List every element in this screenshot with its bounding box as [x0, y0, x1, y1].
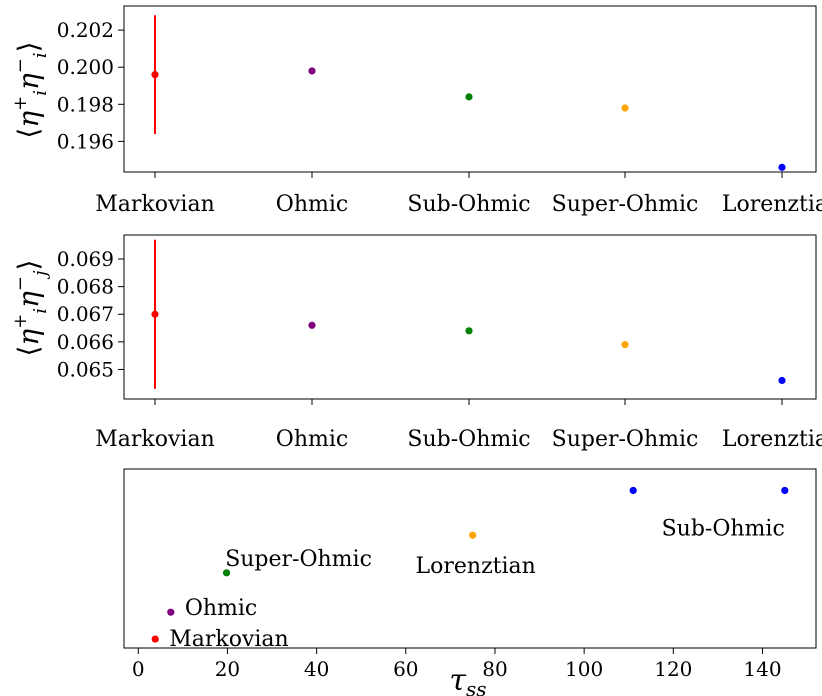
data-point: [151, 635, 159, 643]
data-point: [781, 486, 789, 495]
data-point: [778, 376, 786, 385]
x-tick-label: 120: [654, 657, 692, 681]
x-tick-label: 60: [393, 657, 418, 681]
x-tick-label: 20: [215, 657, 240, 681]
data-point: [621, 104, 629, 112]
y-tick-label: 0.198: [57, 92, 114, 116]
data-point: [778, 163, 786, 171]
y-tick-label: 0.202: [57, 18, 114, 42]
x-tick-label: Super-Ohmic: [552, 192, 699, 217]
y-axis-label: ⟨η+iη−i⟩: [10, 41, 51, 138]
y-tick-label: 0.069: [57, 247, 114, 271]
data-point: [308, 67, 316, 75]
point-annotation: Ohmic: [185, 596, 257, 621]
point-annotation: Sub-Ohmic: [662, 516, 785, 541]
data-point: [308, 321, 316, 329]
x-tick-label: Markovian: [95, 192, 215, 217]
data-point: [465, 93, 473, 101]
point-annotation: Super-Ohmic: [225, 547, 372, 572]
x-tick-label: 140: [743, 657, 781, 681]
y-tick-label: 0.200: [57, 55, 114, 79]
y-tick-label: 0.066: [57, 330, 114, 354]
x-tick-label: Sub-Ohmic: [407, 192, 530, 217]
x-tick-label: 40: [304, 657, 329, 681]
data-point: [222, 569, 231, 577]
y-axis-label: ⟨η+iη−j⟩: [10, 260, 51, 357]
panel-1: 0.196 0.198 0.200 0.202 Markovian Ohmic Sub-Oh…: [10, 5, 822, 217]
y-tick-label: 0.065: [57, 357, 114, 381]
panel-2: 0.065 0.066 0.067 0.068 0.069 Markovian Ohmic S…: [10, 234, 822, 452]
data-point: [151, 310, 159, 318]
x-tick-label: Ohmic: [276, 192, 348, 217]
data-point: [465, 327, 473, 335]
x-axis-label: τss: [449, 663, 486, 696]
y-tick-label: 0.067: [57, 302, 114, 326]
plot-frame: [123, 468, 817, 649]
y-tick-label: 0.196: [57, 129, 114, 153]
panel-3: 0 20 40 60 80 100 120 140 Markovian Ohmic Super-Oh…: [123, 468, 817, 696]
data-point: [621, 341, 629, 349]
point-annotation: Lorenztian: [416, 554, 536, 579]
x-tick-label: Ohmic: [276, 427, 348, 452]
x-tick-label: Sub-Ohmic: [407, 427, 530, 452]
x-tick-label: 0: [132, 657, 145, 681]
data-point: [167, 608, 175, 616]
x-tick-label: 100: [565, 657, 603, 681]
data-point: [151, 71, 159, 79]
point-annotation: Markovian: [169, 627, 289, 652]
x-tick-label: Markovian: [95, 427, 215, 452]
x-tick-label: Lorenztian: [722, 192, 822, 217]
x-tick-label: Super-Ohmic: [552, 427, 699, 452]
plot-frame: [123, 234, 817, 400]
plot-frame: [123, 5, 817, 173]
data-point: [469, 531, 477, 539]
y-tick-label: 0.068: [57, 275, 114, 299]
data-point: [629, 486, 637, 495]
x-tick-label: 80: [482, 657, 507, 681]
x-tick-label: Lorenztian: [722, 427, 822, 452]
